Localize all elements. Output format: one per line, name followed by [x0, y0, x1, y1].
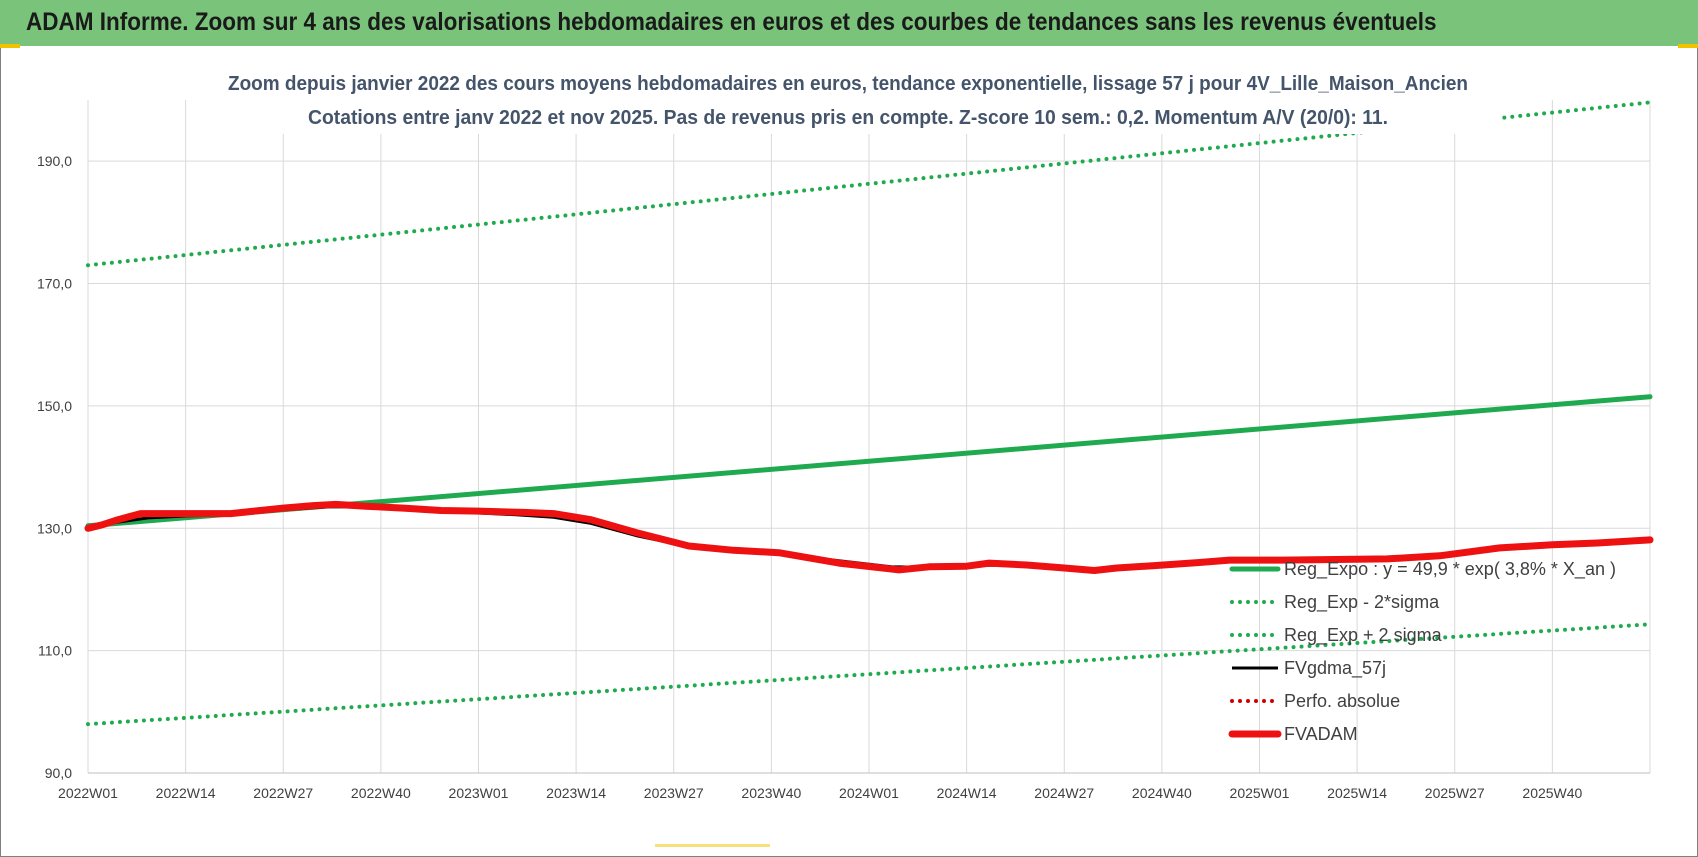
x-tick-label: 2024W27 [1034, 785, 1094, 801]
y-tick-label: 150,0 [37, 398, 72, 414]
legend-label: FVgdma_57j [1284, 658, 1386, 679]
x-tick-label: 2024W01 [839, 785, 899, 801]
x-tick-label: 2025W27 [1425, 785, 1485, 801]
header-banner: ADAM Informe. Zoom sur 4 ans des valoris… [0, 0, 1698, 46]
y-tick-label: 110,0 [38, 643, 72, 659]
x-tick-label: 2022W40 [351, 785, 411, 801]
x-tick-label: 2022W27 [253, 785, 313, 801]
legend: Reg_Expo : y = 49,9 * exp( 3,8% * X_an )… [1228, 559, 1616, 744]
gridlines [87, 100, 1651, 774]
series-line-2 [86, 622, 1652, 727]
x-tick-label: 2025W01 [1230, 785, 1290, 801]
legend-label: Reg_Exp + 2 sigma [1284, 625, 1443, 646]
x-tick-label: 2023W14 [546, 785, 606, 801]
corner-mark-left [0, 44, 20, 48]
legend-label: Reg_Expo : y = 49,9 * exp( 3,8% * X_an ) [1284, 559, 1616, 580]
legend-label: Reg_Exp - 2*sigma [1284, 592, 1440, 613]
chart-title-line-2: Cotations entre janv 2022 et nov 2025. P… [308, 107, 1388, 129]
series-line-5 [84, 500, 1654, 574]
bottom-mark [655, 844, 770, 847]
title-background [210, 66, 1500, 134]
corner-mark-right [1678, 44, 1698, 48]
chart-title: Zoom depuis janvier 2022 des cours moyen… [210, 66, 1500, 134]
legend-label: Perfo. absolue [1284, 691, 1400, 711]
axis-labels: 2022W01 2022W14 2022W27 2022W40 2023W01 2023W… [37, 153, 1583, 801]
y-tick-label: 90,0 [45, 765, 72, 781]
x-tick-label: 2022W01 [58, 785, 118, 801]
x-tick-label: 2023W40 [741, 785, 801, 801]
series-line-1 [86, 100, 1652, 268]
y-tick-label: 190,0 [37, 153, 72, 169]
x-tick-label: 2025W14 [1327, 785, 1387, 801]
x-tick-label: 2024W40 [1132, 785, 1192, 801]
chart-title-line-1: Zoom depuis janvier 2022 des cours moyen… [228, 73, 1468, 95]
x-tick-label: 2025W40 [1522, 785, 1582, 801]
y-tick-label: 170,0 [37, 276, 72, 292]
x-tick-label: 2023W27 [644, 785, 704, 801]
y-tick-label: 130,0 [37, 520, 72, 536]
legend-label: FVADAM [1284, 724, 1358, 744]
x-tick-label: 2022W14 [156, 785, 216, 801]
x-tick-label: 2024W14 [937, 785, 997, 801]
banner-title: ADAM Informe. Zoom sur 4 ans des valoris… [26, 8, 1437, 36]
series-layer [84, 100, 1654, 727]
x-tick-label: 2023W01 [449, 785, 509, 801]
